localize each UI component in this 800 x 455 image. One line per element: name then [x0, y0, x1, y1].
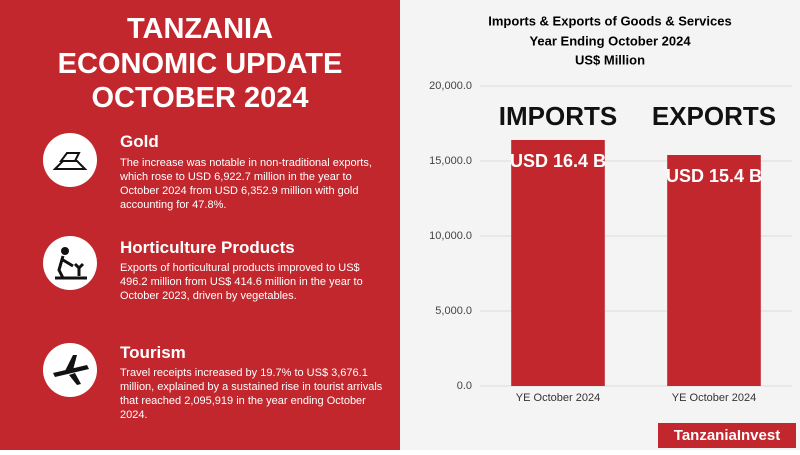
y-tick-label: 0.0: [457, 380, 472, 392]
chart: Imports & Exports of Goods & Services Ye…: [429, 13, 792, 404]
item-heading: Gold: [120, 132, 159, 151]
title-line: ECONOMIC UPDATE: [57, 48, 343, 80]
item-body: Travel receipts increased by 19.7% to US…: [120, 367, 383, 421]
chart-subtitle: US$ Million: [575, 52, 645, 67]
info-panel: TANZANIA ECONOMIC UPDATE OCTOBER 2024 Go…: [0, 0, 400, 450]
item-body: The increase was notable in non-traditio…: [120, 157, 372, 211]
plane-icon: [43, 343, 97, 397]
value-label: USD 15.4 B: [666, 166, 762, 186]
item-body: Exports of horticultural products improv…: [120, 262, 363, 302]
y-tick-label: 15,000.0: [429, 155, 472, 167]
logo: TanzaniaInvest: [658, 423, 796, 448]
item-heading: Horticulture Products: [120, 238, 295, 257]
y-tick-label: 10,000.0: [429, 230, 472, 242]
bar: [511, 140, 605, 386]
bar-title: IMPORTS: [499, 101, 617, 131]
chart-panel: Imports & Exports of Goods & Services Ye…: [400, 0, 800, 450]
item-heading: Tourism: [120, 343, 186, 362]
title-line: TANZANIA: [126, 13, 274, 45]
y-tick-label: 5,000.0: [435, 305, 472, 317]
bar-title: EXPORTS: [652, 101, 776, 131]
value-label: USD 16.4 B: [510, 151, 606, 171]
title-line: OCTOBER 2024: [91, 82, 309, 114]
x-tick-label: YE October 2024: [672, 392, 756, 404]
x-tick-label: YE October 2024: [516, 392, 600, 404]
y-tick-label: 20,000.0: [429, 80, 472, 92]
chart-subtitle: Year Ending October 2024: [529, 33, 691, 48]
bar: [667, 155, 761, 386]
chart-title: Imports & Exports of Goods & Services: [488, 13, 731, 28]
gold-icon: [43, 133, 97, 187]
horticulture-icon: [43, 236, 97, 290]
